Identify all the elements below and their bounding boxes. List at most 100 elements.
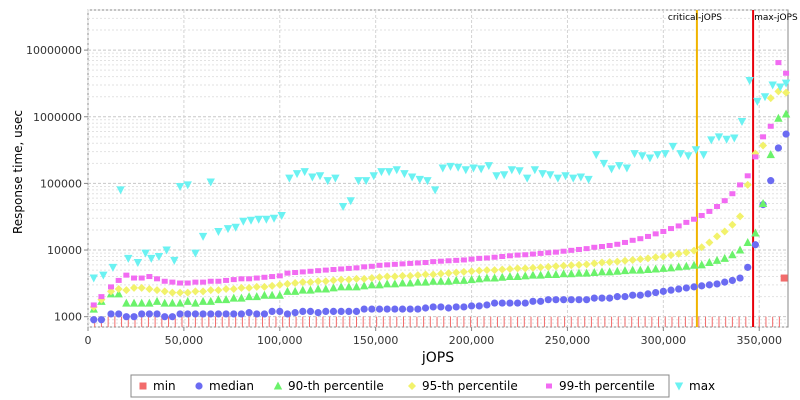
- data-point: [206, 178, 215, 187]
- data-point: [590, 259, 599, 268]
- data-point: [168, 298, 177, 307]
- data-point: [774, 144, 783, 152]
- data-point: [620, 256, 629, 265]
- data-point: [628, 265, 637, 274]
- data-point: [499, 171, 509, 180]
- data-point: [513, 264, 522, 273]
- data-point: [430, 186, 440, 195]
- data-point: [575, 296, 583, 304]
- x-tick-label: 350,000: [736, 334, 782, 347]
- data-point: [766, 94, 775, 103]
- data-point: [390, 272, 399, 281]
- data-point: [760, 134, 767, 140]
- data-point: [352, 274, 361, 283]
- data-point: [361, 264, 368, 270]
- legend-swatch: [408, 382, 416, 390]
- data-point: [482, 273, 492, 282]
- data-point: [175, 182, 185, 191]
- data-point: [298, 285, 307, 294]
- data-point: [160, 287, 169, 296]
- data-point: [161, 313, 169, 321]
- data-point: [706, 208, 713, 214]
- data-point: [483, 255, 490, 261]
- data-point: [475, 274, 484, 283]
- data-point: [199, 310, 207, 318]
- data-point: [552, 249, 559, 255]
- data-point: [652, 231, 659, 237]
- data-point: [574, 260, 583, 269]
- data-point: [292, 270, 299, 276]
- data-point: [275, 280, 284, 289]
- data-point: [569, 174, 578, 183]
- data-point: [552, 296, 560, 304]
- data-point: [124, 254, 133, 263]
- data-point: [705, 281, 713, 289]
- data-point: [237, 293, 246, 302]
- data-point: [214, 286, 223, 295]
- x-axis-ticks: 0 50,000 100,000 150,000 200,000 250,000 300,0…: [85, 327, 782, 347]
- data-point: [352, 307, 361, 316]
- data-point: [751, 228, 760, 237]
- data-point: [505, 264, 514, 273]
- data-point: [322, 267, 329, 273]
- data-point: [766, 150, 775, 159]
- x-tick-label: 200,000: [449, 334, 495, 347]
- data-point: [391, 261, 398, 267]
- data-point: [413, 277, 423, 286]
- x-tick-label: 100,000: [257, 334, 303, 347]
- data-point: [191, 287, 200, 296]
- data-point: [345, 307, 353, 316]
- data-point: [651, 253, 660, 262]
- legend-item: max: [674, 379, 715, 393]
- data-point: [400, 170, 409, 179]
- data-point: [145, 298, 154, 307]
- data-point: [522, 252, 529, 258]
- data-point: [429, 276, 438, 285]
- data-point: [406, 305, 414, 313]
- data-point: [452, 303, 460, 311]
- data-point: [314, 277, 323, 286]
- data-point: [337, 275, 346, 284]
- data-point: [176, 310, 184, 318]
- data-point: [682, 284, 690, 292]
- data-point: [406, 271, 415, 280]
- data-point: [645, 233, 651, 239]
- data-point: [353, 265, 360, 271]
- data-point: [713, 280, 721, 288]
- data-point: [329, 307, 338, 316]
- data-point: [192, 279, 199, 285]
- data-point: [200, 279, 207, 285]
- data-point: [298, 278, 307, 287]
- data-point: [452, 268, 461, 277]
- x-tick-label: 0: [85, 334, 92, 347]
- data-point: [683, 219, 690, 225]
- data-point: [147, 254, 156, 263]
- data-point: [530, 166, 540, 175]
- data-point: [122, 298, 131, 307]
- data-point: [460, 257, 467, 263]
- data-point: [337, 307, 345, 316]
- y-tick-label: 100000: [40, 177, 82, 190]
- data-point: [283, 310, 292, 318]
- data-point: [582, 260, 591, 269]
- series-95-th-percentile: [89, 87, 791, 311]
- data-point: [559, 269, 568, 278]
- data-point: [722, 135, 731, 144]
- x-tick-label: 250,000: [545, 334, 591, 347]
- data-point: [376, 262, 383, 268]
- data-point: [284, 270, 291, 276]
- data-point: [499, 253, 506, 259]
- data-point: [361, 177, 371, 186]
- data-point: [138, 275, 145, 281]
- vertical-markers: critical-jOPS max-jOPS: [668, 10, 798, 327]
- data-point: [628, 255, 637, 264]
- data-point: [452, 275, 461, 284]
- data-point: [691, 216, 698, 222]
- data-point: [160, 298, 169, 307]
- data-point: [661, 150, 670, 159]
- data-point: [352, 282, 361, 291]
- data-point: [536, 263, 545, 272]
- data-point: [659, 252, 668, 261]
- data-point: [783, 70, 790, 76]
- data-point: [176, 288, 185, 297]
